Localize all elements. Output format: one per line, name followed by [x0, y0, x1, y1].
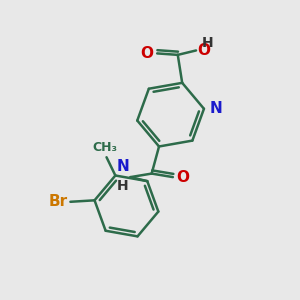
Text: O: O — [197, 43, 211, 58]
Text: H: H — [116, 179, 128, 194]
Text: O: O — [176, 169, 189, 184]
Text: N: N — [209, 101, 222, 116]
Text: N: N — [116, 159, 129, 174]
Text: Br: Br — [48, 194, 68, 209]
Text: H: H — [201, 36, 213, 50]
Text: O: O — [141, 46, 154, 61]
Text: CH₃: CH₃ — [93, 141, 118, 154]
